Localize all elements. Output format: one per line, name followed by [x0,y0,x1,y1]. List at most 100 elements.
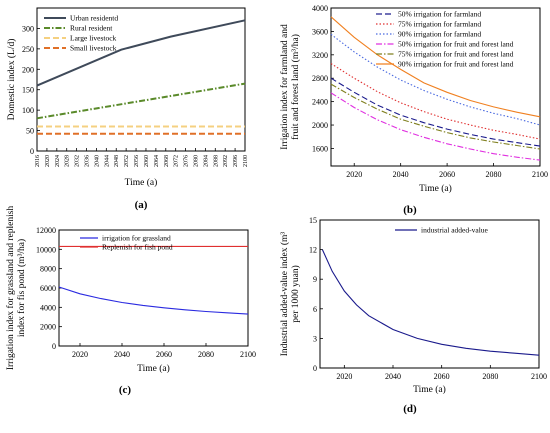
legend-label: Urban residentd [70,14,118,23]
x-tick-label: 2100 [240,350,256,359]
y-tick-label: 2000 [312,121,328,130]
y-tick-label: 8000 [40,265,56,274]
x-tick-label: 2080 [486,170,502,179]
y-axis-label: Industrial added-value index (m³per 1000… [279,232,301,357]
chart-panel-2: 1600 2000 2400 2800 3200 3600 4000 2020 2040 2060… [279,4,548,216]
y-axis-label-line-1: Industrial added-value index (m³ [279,232,290,357]
legend-label: Small livestock [70,44,117,53]
chart-panel-3: 0 2000 4000 6000 8000 10000 12000 2020 2040 2060 2… [5,206,256,396]
x-tick-label: 2044 [104,155,110,167]
x-tick-label: 2076 [184,155,190,167]
x-tick-label: 2060 [439,170,455,179]
y-tick-label: 150 [22,86,34,95]
x-tick-label: 2072 [174,155,180,167]
x-tick-label: 2100 [532,170,548,179]
x-tick-label: 2064 [154,155,160,167]
y-tick-label: 0 [30,147,34,156]
series-line-1 [330,77,541,147]
x-tick-label: 2096 [233,155,239,167]
y-tick-label: 4000 [40,303,56,312]
x-axis-label: Time (a) [419,183,452,194]
plot-frame [36,7,246,152]
legend-label: 90% irrigation for farmland [398,30,481,39]
series-line-4 [330,92,541,161]
y-axis-label: Irrigation index for grassland and reple… [5,206,27,371]
y-tick-label: 100 [22,106,34,115]
y-axis-label-line-1: Irrigation index for grassland and reple… [5,206,16,371]
legend-label: irrigation for grassland [102,234,171,243]
x-tick-label: 2056 [134,155,140,167]
series-line-6 [330,16,541,118]
y-tick-label: 0 [52,342,56,351]
y-tick-label: 12000 [36,226,56,235]
x-tick-label: 2032 [75,155,81,167]
y-tick-label: 3200 [312,51,328,60]
x-tick-label: 2080 [482,372,498,381]
x-tick-label: 2060 [434,372,450,381]
legend-label: 75% irrigation for fruit and forest land [398,50,514,59]
y-axis-label-line-1: Irrigation index for farmland and [279,24,290,150]
y-tick-label: 2000 [40,323,56,332]
y-tick-label: 0 [313,364,317,373]
y-tick-label: 12 [309,246,317,255]
x-tick-label: 2040 [94,155,100,167]
x-tick-label: 2092 [223,155,229,167]
panel-label: (c) [119,384,132,396]
x-tick-label: 2040 [393,170,409,179]
x-tick-label: 2060 [144,155,150,167]
x-tick-label: 2068 [164,155,170,167]
legend-label: 50% irrigation for fruit and forest land [398,40,514,49]
x-tick-label: 2016 [35,155,41,167]
y-axis-label-line-2: per 1000 yuan) [290,265,301,323]
y-tick-label: 50 [26,127,34,136]
y-axis-label-line-2: index for fis pond (m³/ha) [16,239,27,337]
y-tick-label: 6 [313,305,317,314]
series-line-5 [330,83,541,150]
x-tick-label: 2060 [156,350,172,359]
x-axis-label: Time (a) [413,384,446,395]
panel-label: (a) [135,199,148,211]
x-tick-label: 2052 [124,155,130,167]
plot-frame [319,219,540,369]
y-tick-label: 200 [22,65,34,74]
y-tick-label: 250 [22,45,34,54]
series-line-1 [321,249,540,356]
panel-label: (d) [403,403,417,415]
y-tick-label: 300 [22,24,34,33]
y-tick-label: 10000 [36,245,56,254]
x-tick-label: 2040 [385,372,401,381]
legend-label: 50% irrigation for farmland [398,10,481,19]
series-line-1 [36,19,246,87]
x-axis-label: Time (a) [137,363,170,374]
chart-panel-4: 0 3 6 9 12 15 2020 2040 2060 2080 2100 industrial a… [279,216,547,415]
legend-label: industrial added-value [421,226,489,235]
y-tick-label: 15 [309,216,317,225]
legend-label: Rural resident [70,24,113,33]
series-line-2 [36,82,246,120]
x-tick-label: 2020 [45,155,51,167]
y-axis-label: Irrigation index for farmland andfruit a… [279,24,301,150]
x-tick-label: 2088 [213,155,219,167]
y-axis-label: Domestic index (L/d) [6,39,17,121]
y-tick-label: 4000 [312,4,328,13]
y-tick-label: 2800 [312,74,328,83]
y-tick-label: 3600 [312,27,328,36]
x-tick-label: 2084 [203,155,209,167]
x-tick-label: 2024 [55,155,61,167]
legend-label: 75% irrigation for farmland [398,20,481,29]
x-tick-label: 2100 [243,155,249,167]
x-tick-label: 2100 [531,372,547,381]
x-tick-label: 2020 [336,372,352,381]
x-tick-label: 2048 [114,155,120,167]
y-tick-label: 9 [313,275,317,284]
panel-label: (b) [403,204,417,216]
x-tick-label: 2020 [72,350,88,359]
series-line-3 [330,33,541,126]
x-tick-label: 2020 [346,170,362,179]
series-line-1 [58,286,249,315]
plot-frame [330,7,541,167]
x-tick-label: 2040 [114,350,130,359]
x-axis-label: Time (a) [125,177,158,188]
y-tick-label: 6000 [40,284,56,293]
